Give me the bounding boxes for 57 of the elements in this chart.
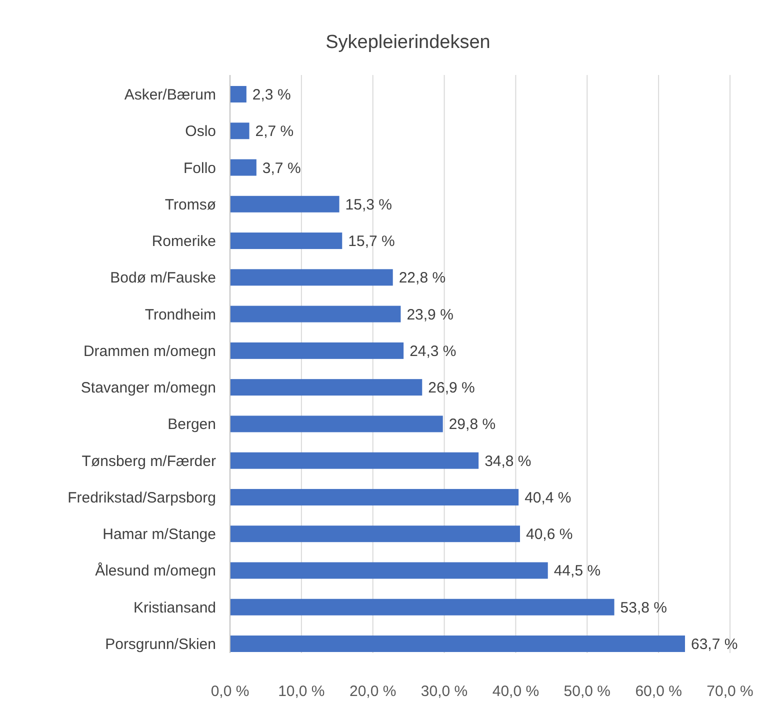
y-tick-label: Oslo [185,123,216,140]
bar [230,488,519,506]
bar [230,636,685,652]
data-label: 26,9 % [428,380,475,397]
y-tick-label: Bergen [168,416,216,434]
chart-title: Sykepleierindeksen [326,32,490,53]
data-label: 24,3 % [410,342,456,360]
y-tick-label: Fredrikstad/Sarpsborg [68,489,216,506]
data-label: 2,7 % [255,123,294,140]
bar [230,452,479,469]
data-label: 15,7 % [348,233,395,250]
x-tick-label: 10,0 % [278,683,325,700]
bar [230,526,520,542]
bar [230,159,256,176]
data-label: 53,8 % [620,599,667,616]
y-tick-label: Bodø m/Fauske [110,270,216,287]
data-label: 63,7 % [691,636,738,654]
y-tick-label: Tromsø [164,196,216,214]
y-tick-label: Kristiansand [133,599,216,616]
y-tick-label: Hamar m/Stange [102,526,216,544]
x-tick-label: 30,0 % [420,683,468,700]
data-label: 3,7 % [262,160,301,177]
bar [230,342,404,359]
bar [230,306,401,322]
y-tick-label: Tønsberg m/Færder [82,452,216,470]
data-label: 15,3 % [345,196,392,214]
x-tick-label: 70,0 % [706,683,754,700]
y-tick-label: Drammen m/omegn [83,342,216,360]
bar [230,379,422,396]
x-tick-label: 40,0 % [492,683,540,700]
data-label: 23,9 % [406,306,454,324]
bar [230,122,250,140]
bar [230,86,246,102]
x-tick-label: 60,0 % [635,683,682,700]
y-tick-label: Ålesund m/omegn [95,562,216,580]
data-label: 29,8 % [448,416,496,434]
x-tick-label: 0,0 % [210,683,250,700]
bar [230,232,342,250]
bar [230,562,548,579]
bar [230,196,340,212]
y-tick-label: Follo [183,160,216,177]
y-tick-label: Romerike [152,233,216,250]
data-label: 40,6 % [526,526,573,544]
bar [230,598,614,616]
bar [230,269,393,286]
data-label: 2,3 % [252,86,291,104]
data-label: 22,8 % [398,270,446,287]
x-tick-label: 20,0 % [350,683,396,700]
data-label: 44,5 % [554,562,601,580]
y-tick-label: Asker/Bærum [124,86,216,104]
data-label: 40,4 % [524,489,572,506]
x-tick-label: 50,0 % [564,683,610,700]
y-tick-label: Stavanger m/omegn [80,380,216,397]
bar [230,416,443,432]
y-tick-label: Porsgrunn/Skien [105,636,216,654]
y-tick-label: Trondheim [144,306,216,324]
data-label: 34,8 % [484,452,532,470]
